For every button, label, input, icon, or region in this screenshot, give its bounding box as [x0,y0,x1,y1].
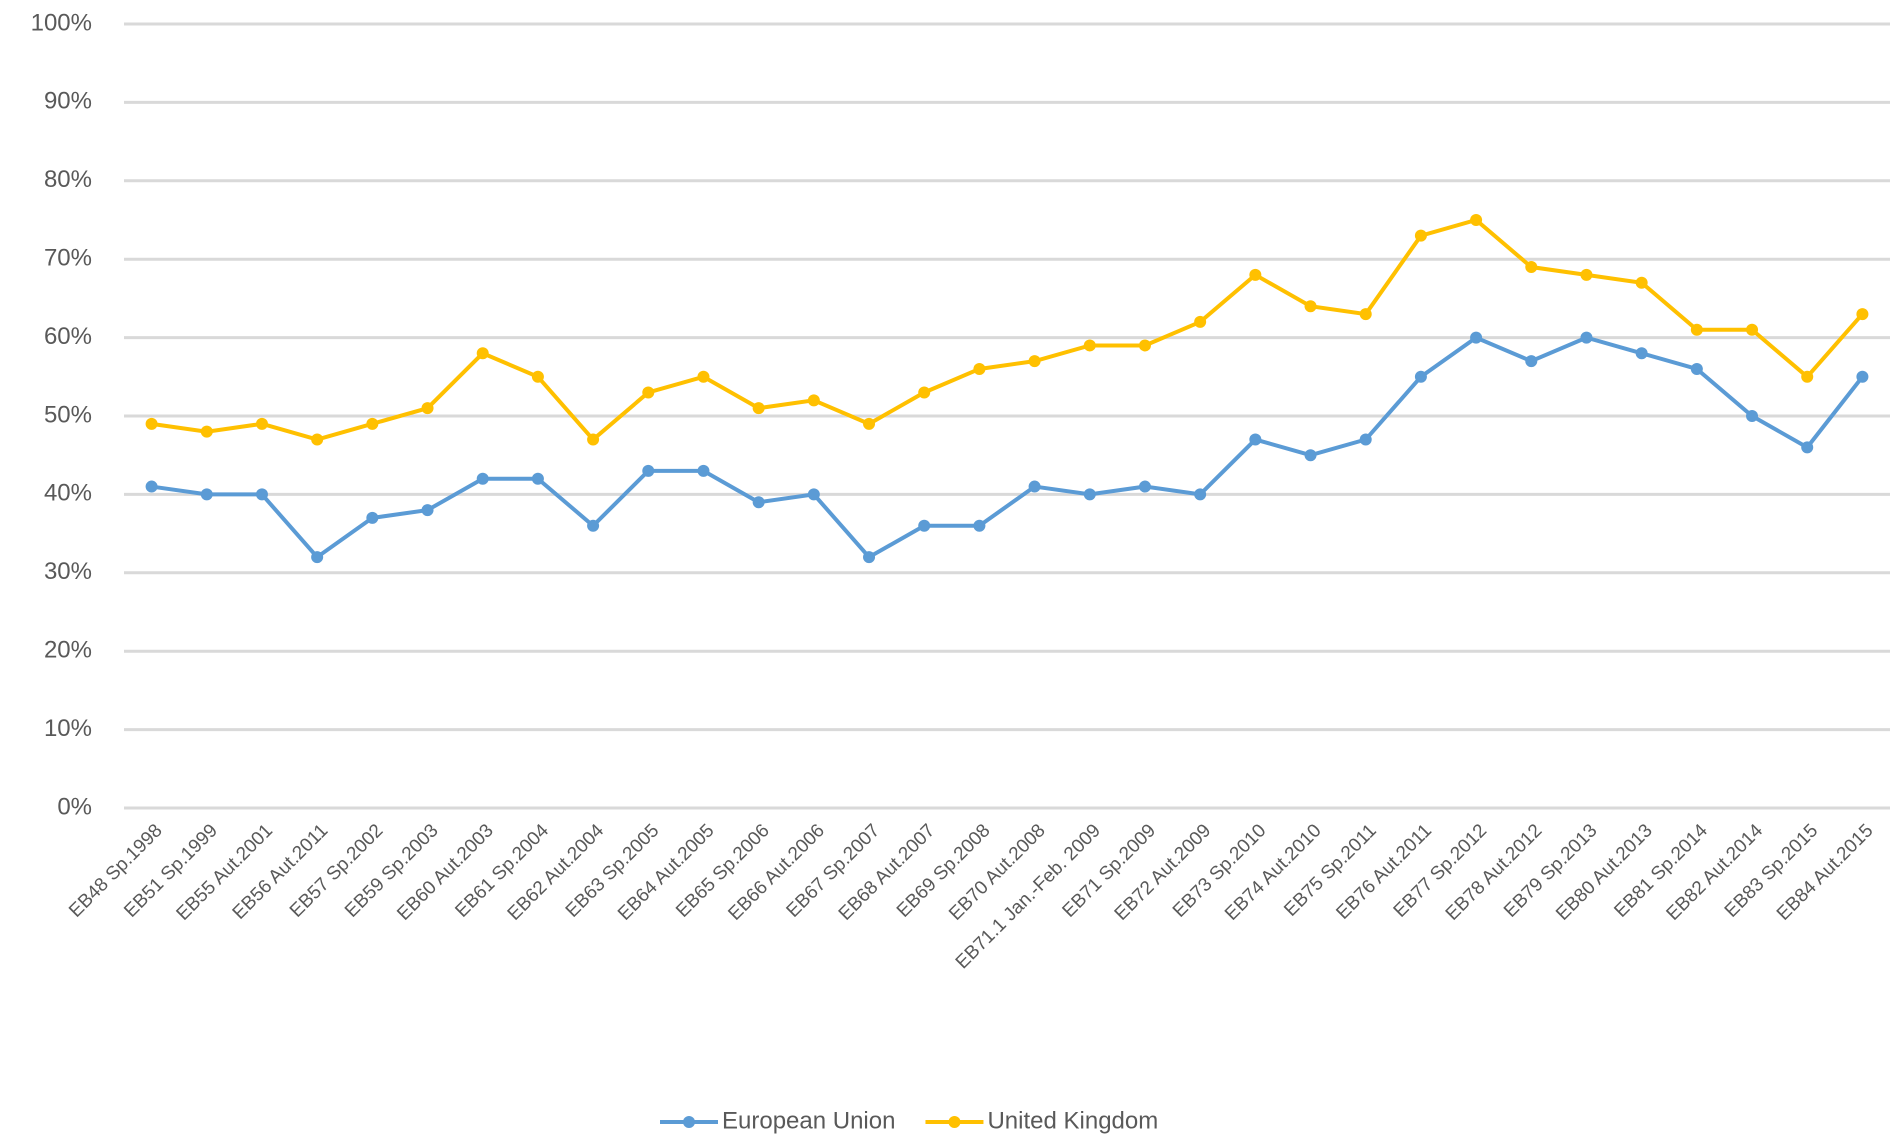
data-point [1580,268,1593,281]
data-point [1249,433,1262,446]
data-point [1414,370,1427,383]
data-point [587,519,600,532]
data-point [863,551,876,564]
data-point [1194,315,1207,328]
series-line [151,335,1864,560]
data-point [421,504,434,517]
data-point [1138,480,1151,493]
data-point [752,496,765,509]
x-tick-label: EB82 Aut.2014 [1663,820,1768,925]
legend-marker [683,1116,695,1128]
data-point [1249,268,1262,281]
x-tick-label: EB60 Aut.2003 [393,820,497,924]
data-point [1470,214,1483,226]
data-point [1801,441,1814,454]
data-point [1525,355,1538,368]
x-tick-label: EB74 Aut.2010 [1221,820,1325,924]
x-tick-label: EB64 Aut.2005 [614,820,718,924]
data-point [531,370,544,383]
data-point [366,511,379,524]
legend-marker [948,1116,961,1128]
y-tick-label: 10% [44,715,92,742]
legend-label: European Union [722,1107,895,1134]
x-tick-label: EB68 Aut.2007 [835,820,939,924]
data-point [1690,323,1703,336]
x-tick-label: EB56 Aut.2011 [229,820,333,924]
y-tick-label: 100% [31,9,92,36]
x-tick-label: EB84 Aut.2015 [1773,820,1877,924]
data-point [476,472,489,485]
data-point [145,480,158,493]
y-tick-label: 70% [44,245,92,272]
data-point [1194,488,1207,501]
data-point [1690,362,1703,375]
y-tick-label: 40% [44,480,92,507]
y-tick-label: 50% [44,401,92,428]
x-tick-label: EB76 Aut.2011 [1332,820,1436,924]
data-point [1580,331,1593,344]
data-point [311,433,324,446]
data-point [1028,480,1041,493]
x-tick-label: EB62 Aut.2004 [504,820,609,925]
data-point [1083,339,1096,352]
y-tick-label: 0% [57,793,92,820]
data-point [311,551,324,564]
y-tick-label: 20% [44,637,92,664]
data-point [642,386,655,399]
y-tick-label: 80% [44,166,92,193]
data-point [145,417,158,430]
data-point [918,386,931,399]
x-tick-label: EB78 Aut.2012 [1442,820,1546,924]
data-point [1635,276,1648,289]
data-point [1028,355,1041,368]
data-point [366,417,379,430]
data-point [1359,433,1372,446]
data-point [200,488,213,501]
data-point [807,488,820,501]
x-tick-label: EB80 Aut.2013 [1552,820,1656,924]
data-point [807,394,820,407]
y-tick-label: 30% [44,558,92,585]
data-point [476,347,489,360]
data-point [918,519,931,532]
data-point [1856,308,1869,321]
data-point [697,370,710,383]
y-tick-label: 90% [44,88,92,115]
data-point [697,464,710,477]
data-point [863,417,876,430]
x-tick-label: EB48 Sp.1998 [65,820,167,922]
data-point [255,417,268,430]
x-tick-label: EB72 Aut.2009 [1111,820,1215,924]
data-point [973,519,986,532]
series-line [151,217,1864,443]
data-point [1359,308,1372,321]
data-point [531,472,544,485]
data-point [1746,323,1759,336]
data-point [1525,261,1538,274]
legend-label: United Kingdom [987,1107,1158,1134]
data-point [973,362,986,375]
data-point [1856,370,1869,383]
x-tick-label: EB70 Aut.2008 [945,820,1049,924]
data-point [1138,339,1151,352]
data-point [1304,449,1317,462]
data-point [1470,331,1483,344]
data-point [255,488,268,501]
data-point [200,425,213,438]
x-tick-label: EB66 Aut.2006 [724,820,828,924]
data-point [752,402,765,415]
data-point [642,464,655,477]
data-point [587,433,600,446]
data-point [421,402,434,415]
data-point [1414,229,1427,242]
data-point [1746,410,1759,422]
y-tick-label: 60% [44,323,92,350]
data-point [1635,347,1648,360]
data-point [1304,300,1317,313]
x-tick-label: EB55 Aut.2001 [173,820,277,924]
data-point [1083,488,1096,501]
data-point [1801,370,1814,383]
